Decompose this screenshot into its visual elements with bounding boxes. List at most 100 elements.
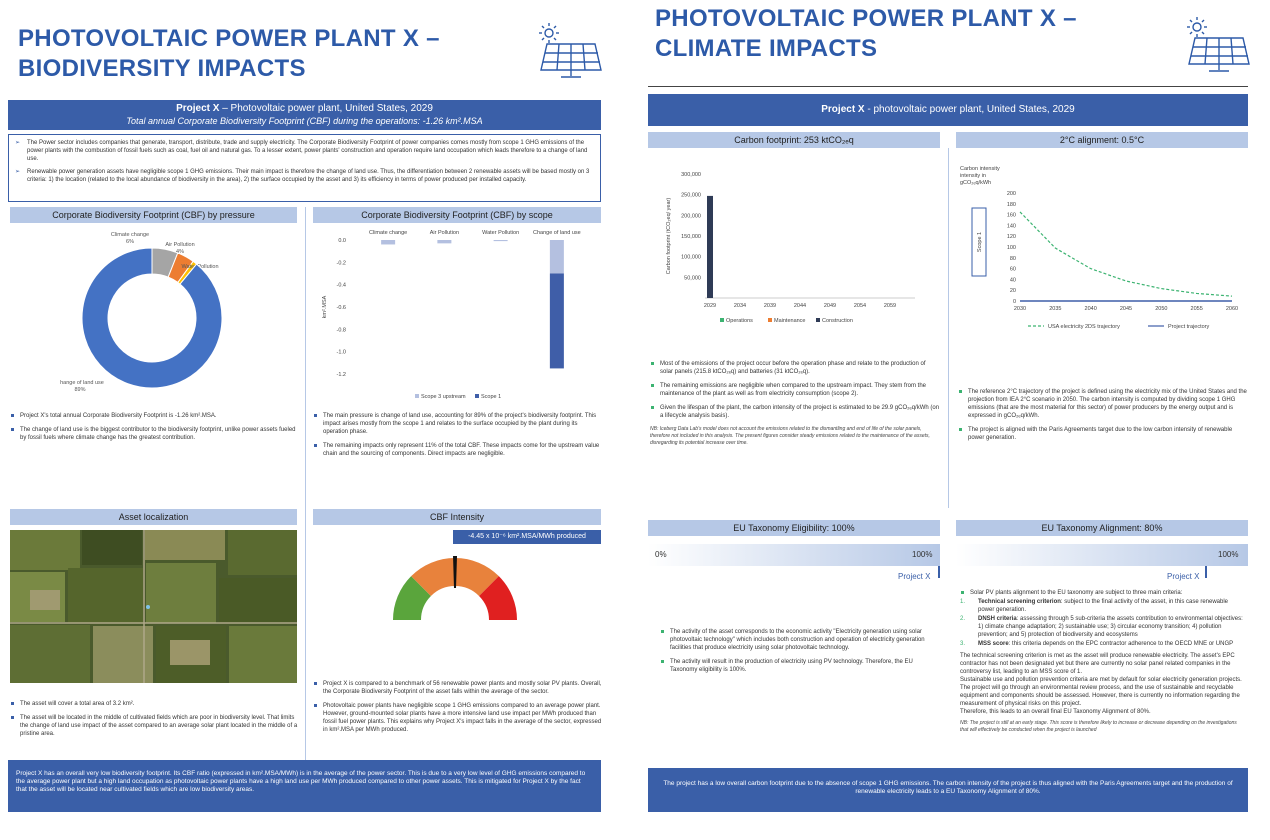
left-intro-box: The Power sector includes companies that… [8, 134, 601, 202]
left-title-line1: PHOTOVOLTAIC POWER PLANT X – [18, 25, 440, 52]
x-tick-label: 2054 [854, 303, 866, 309]
left-banner-bold: Project X [176, 103, 220, 114]
y-tick-label: 180 [1007, 202, 1016, 208]
pie-slice-label: 4% [176, 249, 184, 255]
y-tick-label: 80 [1010, 256, 1016, 262]
pie-slice [81, 247, 223, 389]
alignment-body-paragraph: Therefore, this leads to an overall fina… [960, 709, 1151, 715]
alignment-body-paragraph: Sustainable use and pollution prevention… [960, 677, 1242, 707]
asset-satellite-map [10, 530, 297, 683]
y-axis-label: Carbon footprint (tCO₂eq/ year) [666, 198, 672, 275]
cbf-scope-bar-chart: 0.0 -0.2 -0.4 -0.6 -0.8 -1.0 -1.2 km².MSA Climat… [322, 230, 581, 400]
eligibility-marker-label: Project X [898, 572, 931, 581]
left-banner-sub: Total annual Corporate Biodiversity Foot… [126, 116, 483, 126]
gauge-segment [393, 576, 431, 620]
cbf-intensity-gauge [393, 556, 517, 620]
pie-slice-label: Change of land use [60, 380, 104, 386]
gauge-segment [411, 558, 455, 596]
pressure-bullets: Project X's total annual Corporate Biodi… [10, 412, 300, 448]
pie-slice-label: Climate change [111, 232, 149, 238]
legend-label: Scope 3 upstream [421, 394, 466, 400]
y-tick-label: 0.0 [338, 238, 346, 244]
asset-bullet: The asset will be located in the middle … [10, 714, 302, 738]
intensity-bullet: Photovoltaic power plants have negligibl… [313, 702, 603, 734]
x-tick-label: 2050 [1155, 306, 1167, 312]
carbon-bullet: The remaining emissions are negligible w… [650, 382, 940, 398]
legend-label: Construction [822, 318, 853, 324]
y-tick-label: 50,000 [684, 275, 701, 281]
y-tick-label: -1.0 [337, 350, 346, 356]
alignment-criterion: 1. Technical screening criterion: subject… [960, 598, 1246, 614]
eligibility-max-label: 100% [912, 550, 933, 559]
intro-paragraph: The Power sector includes companies that… [15, 139, 594, 163]
pie-slice-label: 6% [126, 239, 134, 245]
alignment-marker [1205, 566, 1207, 578]
scope-box [971, 207, 987, 277]
eligibility-min-label: 0% [655, 550, 667, 559]
x-tick-label: 2035 [1049, 306, 1061, 312]
intensity-bullets: Project X is compared to a benchmark of … [313, 680, 603, 740]
bar [381, 240, 396, 245]
legend-label: USA electricity 2DS trajectory [1048, 324, 1120, 330]
scope-bullet: The main pressure is change of land use,… [313, 412, 603, 436]
legend-swatch [475, 394, 479, 398]
y-tick-label: -0.4 [337, 283, 346, 289]
pressure-bullet: Project X's total annual Corporate Biodi… [10, 412, 300, 420]
criterion-number: 1. [960, 599, 966, 605]
eligibility-progress-bar [648, 544, 940, 566]
scope-bullets: The main pressure is change of land use,… [313, 412, 603, 464]
alignment-note: NB: The project is still at an early sta… [960, 720, 1237, 733]
asset-bullet: The asset will cover a total area of 3.2… [10, 700, 302, 708]
y-tick-label: 100 [1007, 245, 1016, 251]
criterion-number: 3. [960, 641, 966, 647]
solar-panel-icon [539, 23, 602, 78]
right-column-divider [948, 148, 949, 508]
y-tick-label: 60 [1010, 267, 1016, 273]
alignment-bullet: The reference 2°C trajectory of the proj… [958, 388, 1248, 420]
bar [493, 240, 508, 242]
x-category-label: Climate change [369, 230, 407, 236]
carbon-footprint-header: Carbon footprint: 253 ktCO₂ₑq [648, 132, 940, 148]
y-tick-label: 160 [1007, 213, 1016, 219]
bar [549, 273, 564, 369]
y-tick-label: 100,000 [681, 255, 701, 261]
legend-swatch [816, 318, 820, 322]
gauge-needle [453, 556, 457, 588]
cbf-intensity-value: -4.45 x 10⁻⁶ km².MSA/MWh produced [453, 530, 601, 544]
x-tick-label: 2045 [1120, 306, 1132, 312]
x-tick-label: 2030 [1014, 306, 1026, 312]
bar [549, 240, 564, 274]
y-axis-label: Carbon intensity [960, 166, 1000, 172]
right-title-rule [648, 86, 1248, 87]
intensity-bullet: Project X is compared to a benchmark of … [313, 680, 603, 696]
y-tick-label: -0.2 [337, 260, 346, 266]
criterion-text: : this criteria depends on the EPC contr… [1008, 641, 1234, 647]
series-line [1019, 211, 1233, 297]
left-column-divider [305, 207, 306, 777]
scope-bullet: The remaining impacts only represent 11%… [313, 442, 603, 458]
y-axis-label: km².MSA [322, 295, 328, 318]
carbon-note: NB: Iceberg Data Lab's model does not ac… [650, 426, 930, 446]
x-tick-label: 2040 [1085, 306, 1097, 312]
alignment-bullet: The project is aligned with the Paris Ag… [958, 426, 1248, 442]
bar [437, 240, 452, 244]
x-tick-label: 2039 [764, 303, 776, 309]
y-axis-label: gCO₂ₑq/kWh [960, 180, 991, 186]
eligibility-bullets: The activity of the asset corresponds to… [660, 628, 940, 680]
carbon-bullet: Given the lifespan of the plant, the car… [650, 404, 940, 420]
pressure-bullet: The change of land use is the biggest co… [10, 426, 300, 442]
gauge-segment [479, 576, 517, 620]
x-tick-label: 2044 [794, 303, 806, 309]
bar [707, 195, 713, 298]
alignment-marker-label: Project X [1167, 572, 1200, 581]
cbf-intensity-header: CBF Intensity [313, 509, 601, 525]
left-title-line2: BIODIVERSITY IMPACTS [18, 55, 306, 82]
y-tick-label: -1.2 [337, 372, 346, 378]
legend-swatch [415, 394, 419, 398]
y-axis-label: intensity in [960, 173, 986, 179]
criterion-number: 2. [960, 616, 966, 622]
legend-swatch [720, 318, 724, 322]
solar-panel-icon [1187, 17, 1250, 72]
